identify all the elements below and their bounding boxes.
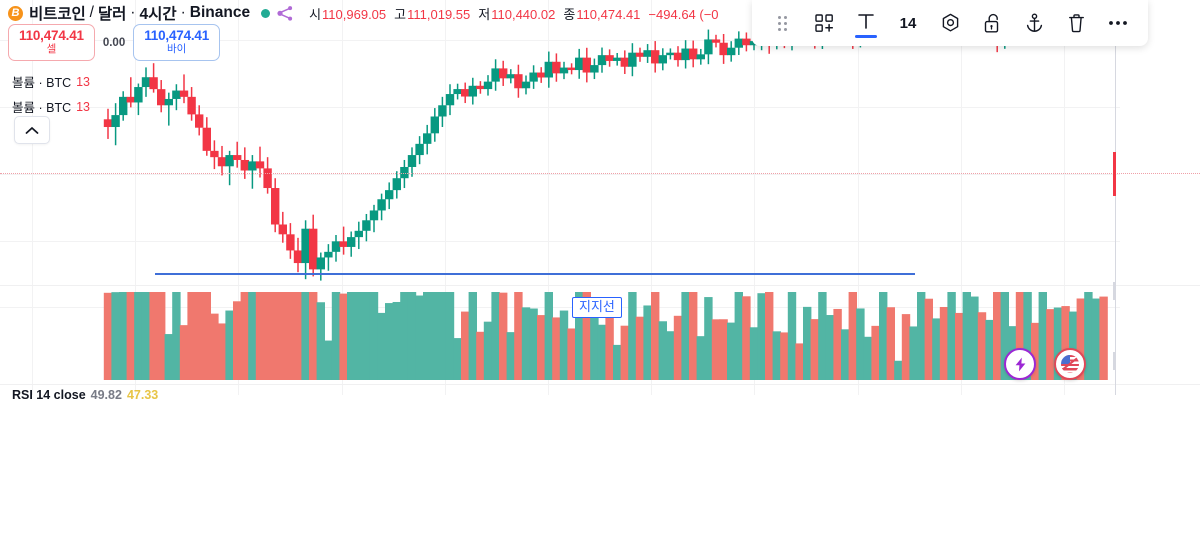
volume-indicator-name-1: 볼륨 · BTC [12, 76, 72, 90]
ohlc-high-value: 111,019.55 [407, 6, 471, 22]
volume-axis-marker [1113, 282, 1115, 300]
share-icon[interactable] [277, 5, 293, 21]
ohlc-close-value: 110,474.41 [576, 6, 641, 22]
lightning-bolt-icon [1015, 357, 1025, 371]
rsi-value-2: 47.33 [126, 388, 159, 402]
pane-divider-volume [0, 285, 1200, 286]
buy-price: 110,474.41 [144, 28, 210, 43]
settings-icon[interactable] [930, 3, 970, 43]
symbol-legend: B 비트코인 / 달러 · 4시간 · Binance 시 110,969.05… [8, 2, 719, 24]
buy-button[interactable]: 110,474.41 바이 [133, 24, 221, 62]
dot-separator-2: · [180, 4, 186, 21]
ohlc-low-value: 110,440.02 [491, 6, 556, 22]
symbol-separator: / [89, 4, 94, 21]
drawing-toolbar[interactable]: 14 [752, 0, 1148, 46]
trash-icon[interactable] [1056, 3, 1096, 43]
rsi-indicator-name: RSI 14 close [12, 388, 86, 402]
support-trendline[interactable] [155, 273, 915, 275]
volume-indicator-legend-2[interactable]: 볼륨 · BTC 13 [12, 97, 90, 116]
flag-fab[interactable] [1054, 348, 1086, 380]
font-size-value[interactable]: 14 [899, 14, 917, 32]
anchor-icon[interactable] [1014, 3, 1054, 43]
symbol-base[interactable]: 비트코인 [29, 6, 86, 23]
us-flag-icon [1061, 355, 1079, 373]
ohlc-close-label: 종 [563, 6, 576, 22]
buy-label: 바이 [166, 43, 187, 56]
volume-indicator-value-1: 13 [76, 74, 91, 89]
interval-label[interactable]: 4시간 [139, 6, 177, 23]
price-axis-marker [1113, 152, 1116, 196]
support-line-label[interactable]: 지지선 [572, 297, 622, 318]
current-price-line [0, 173, 1200, 174]
volume-indicator-legend-1[interactable]: 볼륨 · BTC 13 [12, 72, 90, 91]
ohlc-low-label: 저 [478, 6, 491, 22]
ohlc-open-value: 110,969.05 [322, 6, 387, 22]
exchange-label[interactable]: Binance [189, 4, 251, 21]
ohlc-change: −494.64 (−0 [648, 6, 719, 22]
text-tool-icon[interactable] [846, 3, 886, 43]
unlock-icon[interactable] [972, 3, 1012, 43]
volume-indicator-name-2: 볼륨 · BTC [12, 101, 72, 115]
ohlc-values: 시 110,969.05 고 111,019.55 저 110,440.02 종… [309, 4, 718, 23]
rsi-axis-marker [1113, 352, 1115, 370]
price-axis-edge [1115, 0, 1116, 395]
spread-value: 0.00 [102, 36, 126, 49]
volume-indicator-value-2: 13 [76, 99, 91, 114]
add-template-icon[interactable] [804, 3, 844, 43]
sell-price: 110,474.41 [19, 28, 84, 43]
bitcoin-icon: B [8, 5, 23, 21]
trade-buttons: 110,474.41 셀 0.00 110,474.41 바이 [8, 24, 221, 62]
symbol-quote[interactable]: 달러 [97, 6, 127, 23]
rsi-indicator-legend[interactable]: RSI 14 close 49.82 47.33 [12, 388, 158, 402]
more-options-icon[interactable] [1098, 3, 1138, 43]
rsi-value-1: 49.82 [90, 388, 122, 402]
collapse-pane-button[interactable] [14, 116, 50, 144]
sell-label: 셀 [46, 43, 57, 56]
pane-divider-rsi [0, 384, 1200, 385]
bolt-fab[interactable] [1004, 348, 1036, 380]
sell-button[interactable]: 110,474.41 셀 [8, 24, 95, 62]
chevron-up-icon [25, 126, 39, 134]
dot-separator-1: · [130, 4, 136, 21]
drag-handle-icon[interactable] [762, 3, 802, 43]
ohlc-high-label: 고 [394, 6, 407, 22]
live-status-dot [261, 8, 271, 18]
ohlc-open-label: 시 [309, 6, 322, 22]
